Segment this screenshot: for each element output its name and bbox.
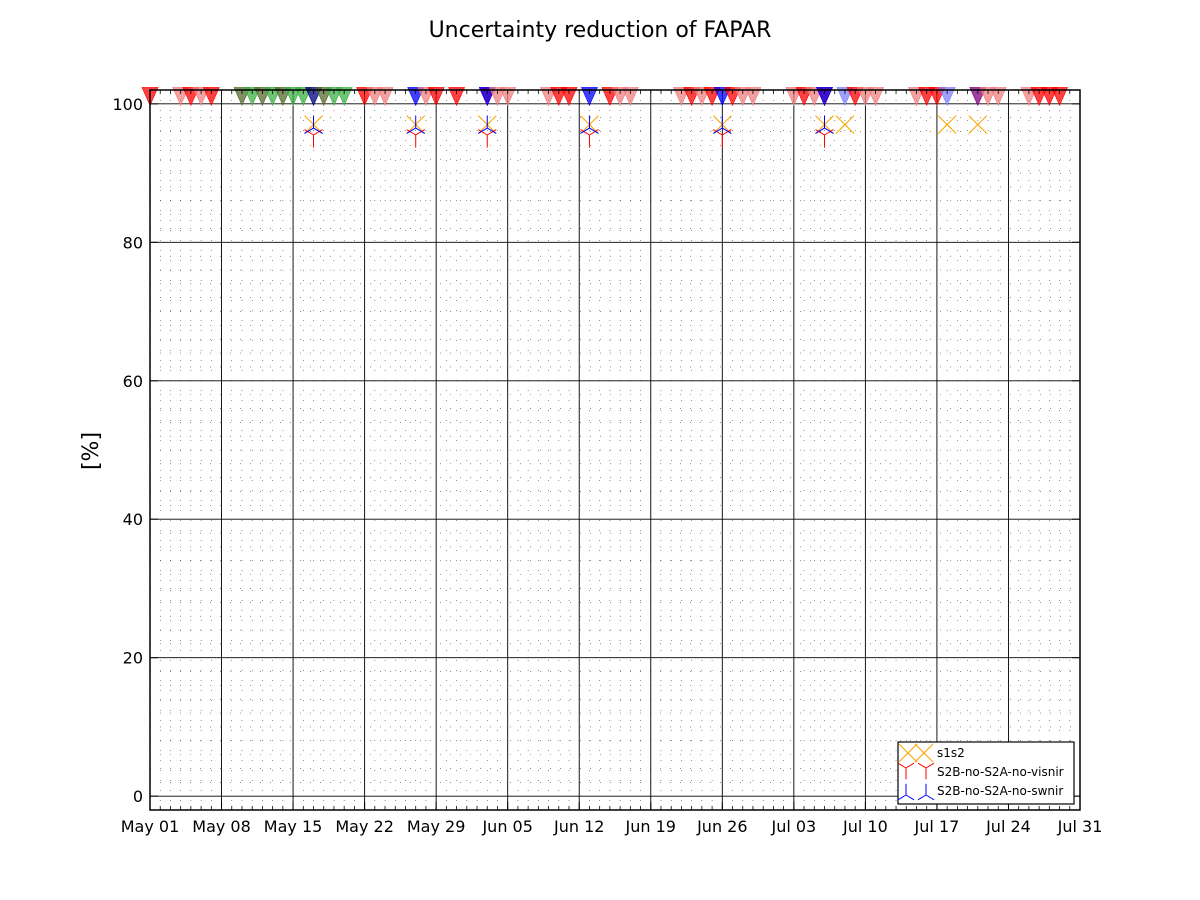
legend-label: s1s2 bbox=[937, 746, 965, 760]
legend-handle-visnir bbox=[897, 762, 915, 780]
marker-visnir bbox=[713, 129, 732, 148]
marker-visnir bbox=[815, 129, 834, 148]
top-marker bbox=[744, 87, 762, 107]
y-tick-labels: 0 20 40 60 80 100 bbox=[112, 95, 143, 806]
minor-grid bbox=[149, 90, 1081, 810]
legend-label: S2B-no-S2A-no-swnir bbox=[937, 784, 1063, 798]
marker-swnir bbox=[304, 115, 323, 134]
y-tick-label: 80 bbox=[123, 233, 143, 252]
top-marker bbox=[580, 87, 598, 107]
top-marker bbox=[427, 87, 445, 107]
x-tick-label: Jun 26 bbox=[696, 817, 747, 836]
top-marker bbox=[202, 87, 220, 107]
legend-handle-swnir bbox=[897, 783, 915, 801]
top-marker bbox=[376, 87, 394, 107]
x-tick-label: May 29 bbox=[407, 817, 466, 836]
chart-title: Uncertainty reduction of FAPAR bbox=[429, 18, 772, 43]
x-tick-label: May 08 bbox=[192, 817, 251, 836]
x-tick-label: Jul 10 bbox=[842, 817, 888, 836]
axis-ticks bbox=[149, 90, 1081, 810]
legend-handle-s1s2 bbox=[898, 743, 918, 763]
top-marker bbox=[621, 87, 639, 107]
marker-visnir bbox=[304, 129, 323, 148]
y-tick-label: 20 bbox=[123, 649, 143, 668]
marker-visnir bbox=[477, 129, 497, 148]
x-tick-label: Jun 05 bbox=[481, 817, 532, 836]
x-tick-label: Jul 24 bbox=[985, 817, 1031, 836]
x-tick-label: Jul 03 bbox=[770, 817, 816, 836]
y-tick-label: 0 bbox=[133, 787, 143, 806]
marker-visnir bbox=[580, 129, 599, 148]
top-marker bbox=[867, 87, 885, 107]
legend: s1s2 S2B-no-S2A-no-visnir S2B-no-S2A-no-sw… bbox=[897, 741, 1075, 805]
legend-box bbox=[897, 741, 1075, 805]
top-marker bbox=[1051, 87, 1069, 107]
top-markers bbox=[141, 87, 1069, 107]
y-tick-label: 100 bbox=[112, 95, 143, 114]
y-axis-label: [%] bbox=[79, 432, 104, 470]
marker-s1s2 bbox=[937, 115, 957, 135]
marker-s1s2 bbox=[968, 115, 988, 135]
x-tick-label: Jul 17 bbox=[914, 817, 960, 836]
marker-swnir bbox=[580, 115, 599, 134]
x-tick-label: May 15 bbox=[264, 817, 323, 836]
top-marker bbox=[938, 87, 956, 107]
legend-handle-visnir bbox=[917, 762, 935, 780]
legend-handle-s1s2 bbox=[914, 743, 934, 763]
series-markers bbox=[304, 115, 988, 148]
top-marker bbox=[448, 87, 466, 107]
marker-s1s2 bbox=[835, 115, 855, 135]
marker-swnir bbox=[713, 115, 732, 134]
top-marker bbox=[989, 87, 1007, 107]
x-tick-label: Jun 19 bbox=[625, 817, 676, 836]
marker-swnir bbox=[477, 115, 497, 134]
x-tick-labels: May 01 May 08 May 15 May 22 May 29 Jun 05 Jun … bbox=[121, 817, 1103, 836]
top-marker bbox=[816, 87, 833, 107]
plot-frame bbox=[149, 89, 1081, 811]
x-tick-label: Jul 31 bbox=[1057, 817, 1103, 836]
marker-swnir bbox=[406, 115, 425, 134]
marker-visnir bbox=[406, 129, 425, 148]
y-tick-label: 40 bbox=[123, 510, 143, 529]
y-tick-label: 60 bbox=[123, 372, 143, 391]
legend-handle-swnir bbox=[917, 783, 935, 801]
major-grid bbox=[149, 90, 1081, 810]
x-tick-label: May 01 bbox=[121, 817, 180, 836]
top-marker bbox=[335, 87, 353, 107]
marker-swnir bbox=[815, 115, 834, 134]
top-marker bbox=[499, 87, 517, 107]
top-marker bbox=[560, 87, 578, 107]
legend-label: S2B-no-S2A-no-visnir bbox=[937, 765, 1064, 779]
x-tick-label: May 22 bbox=[335, 817, 394, 836]
x-tick-label: Jun 12 bbox=[553, 817, 604, 836]
